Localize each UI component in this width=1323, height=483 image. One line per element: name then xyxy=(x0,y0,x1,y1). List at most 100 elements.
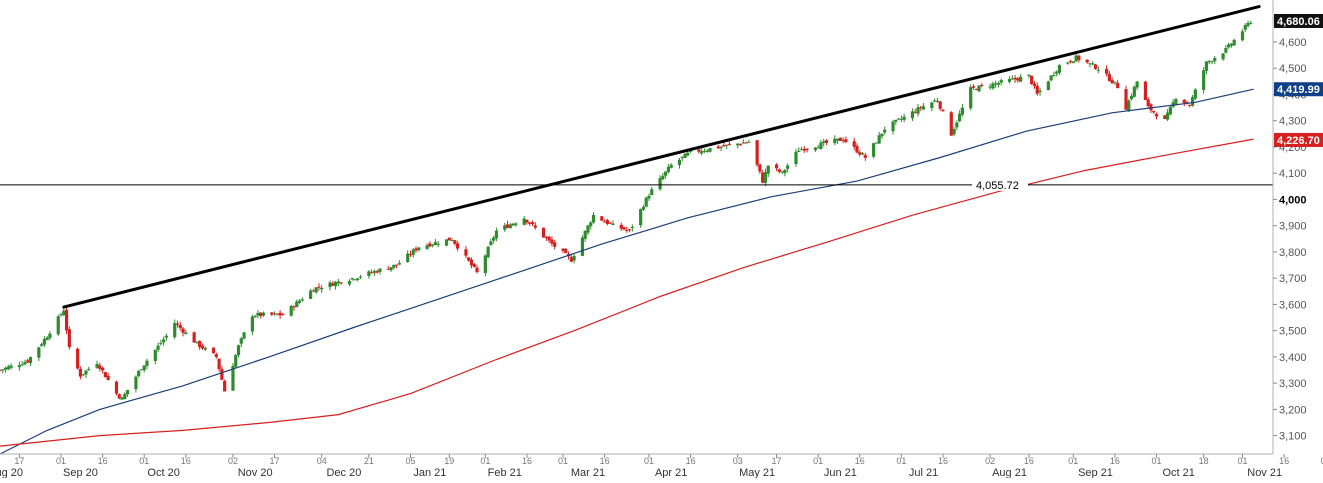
horizontal-line-label-bg xyxy=(972,177,1028,191)
candlestick xyxy=(858,150,862,157)
candlestick xyxy=(819,140,823,150)
candlestick xyxy=(763,168,768,187)
candle-body xyxy=(198,341,202,348)
y-tick-label: 4,300 xyxy=(1279,116,1307,128)
candlestick xyxy=(317,283,321,291)
candlestick xyxy=(195,341,199,344)
candle-body xyxy=(996,83,1001,85)
candlestick xyxy=(783,169,787,177)
candlestick xyxy=(181,326,185,337)
candle-body xyxy=(1030,75,1034,85)
candlestick xyxy=(958,110,962,123)
candlestick xyxy=(550,236,554,247)
candle-body xyxy=(819,142,823,149)
candlestick xyxy=(938,100,942,111)
candle-body xyxy=(902,116,906,120)
candlestick xyxy=(76,347,80,370)
candle-body xyxy=(42,338,46,345)
candle-body xyxy=(505,224,510,228)
candle-body xyxy=(81,374,85,376)
candle-body xyxy=(1232,39,1236,46)
candlestick xyxy=(467,256,471,262)
candlestick xyxy=(525,219,529,225)
candle-body xyxy=(722,145,726,147)
candle-body xyxy=(1166,112,1170,120)
candle-body xyxy=(125,389,130,395)
candlestick xyxy=(630,224,634,232)
candlestick xyxy=(591,212,596,224)
candlestick xyxy=(295,299,299,308)
x-tick-label: 16 xyxy=(1024,456,1034,466)
candlestick xyxy=(838,137,842,141)
candlestick xyxy=(372,269,377,277)
candle-body xyxy=(644,197,648,207)
candlestick xyxy=(891,119,895,135)
candlestick xyxy=(64,306,69,334)
candle-body xyxy=(242,332,246,339)
candle-body xyxy=(101,367,105,371)
candlestick xyxy=(1019,74,1023,82)
candle-body xyxy=(142,365,146,371)
candlestick xyxy=(833,135,837,146)
candlestick xyxy=(702,148,707,154)
candlestick xyxy=(272,311,277,316)
candle-body xyxy=(62,310,66,316)
candle-body xyxy=(514,223,518,225)
candlestick xyxy=(619,222,623,232)
candlestick xyxy=(211,347,216,354)
candlestick xyxy=(320,284,324,293)
candlestick xyxy=(1038,87,1042,96)
candle-body xyxy=(56,316,60,335)
candlestick xyxy=(1202,67,1206,94)
candle-body xyxy=(891,121,895,132)
candle-body xyxy=(350,278,354,280)
x-tick-label: 05 xyxy=(405,456,415,466)
candlestick xyxy=(971,84,976,90)
candle-body xyxy=(300,299,304,301)
candlestick xyxy=(370,269,374,274)
candlestick xyxy=(6,364,10,371)
candle-body xyxy=(87,368,91,370)
candle-body xyxy=(589,222,593,227)
candle-body xyxy=(1019,76,1023,82)
candle-body xyxy=(833,138,837,144)
candle-body xyxy=(231,366,235,391)
x-month-label: Oct 21 xyxy=(1163,467,1195,478)
candlestick xyxy=(1093,63,1098,70)
candlestick xyxy=(40,342,44,347)
candle-body xyxy=(1116,82,1120,89)
candlestick xyxy=(1046,80,1050,91)
candlestick xyxy=(333,280,338,290)
candle-body xyxy=(916,107,920,114)
candle-body xyxy=(6,366,10,370)
candlestick xyxy=(1152,110,1156,114)
candlestick xyxy=(1068,59,1073,64)
candlestick xyxy=(142,365,146,373)
x-tick-label: 16 xyxy=(1279,456,1289,466)
candle-body xyxy=(858,152,862,155)
candle-body xyxy=(1240,31,1245,41)
candlestick xyxy=(625,226,629,233)
candlestick xyxy=(1104,65,1109,77)
candlestick xyxy=(200,343,205,350)
candlestick xyxy=(236,344,241,358)
candle-body xyxy=(910,111,915,119)
candle-body xyxy=(297,300,302,303)
candlestick xyxy=(786,163,790,173)
candlestick xyxy=(805,148,809,153)
candle-body xyxy=(705,150,709,152)
x-month-label: Nov 20 xyxy=(238,467,273,478)
candlestick xyxy=(802,146,806,153)
candlestick xyxy=(1229,42,1233,48)
candlestick xyxy=(1135,81,1139,91)
candlestick xyxy=(547,235,551,243)
candle-body xyxy=(1132,86,1136,97)
x-tick-label: 16 xyxy=(855,456,865,466)
candle-body xyxy=(425,245,429,249)
candle-body xyxy=(572,256,576,261)
candlestick xyxy=(159,339,163,346)
candlestick xyxy=(511,222,515,227)
candle-body xyxy=(725,144,729,146)
candlestick xyxy=(253,314,257,318)
x-tick-label: 21 xyxy=(364,456,374,466)
